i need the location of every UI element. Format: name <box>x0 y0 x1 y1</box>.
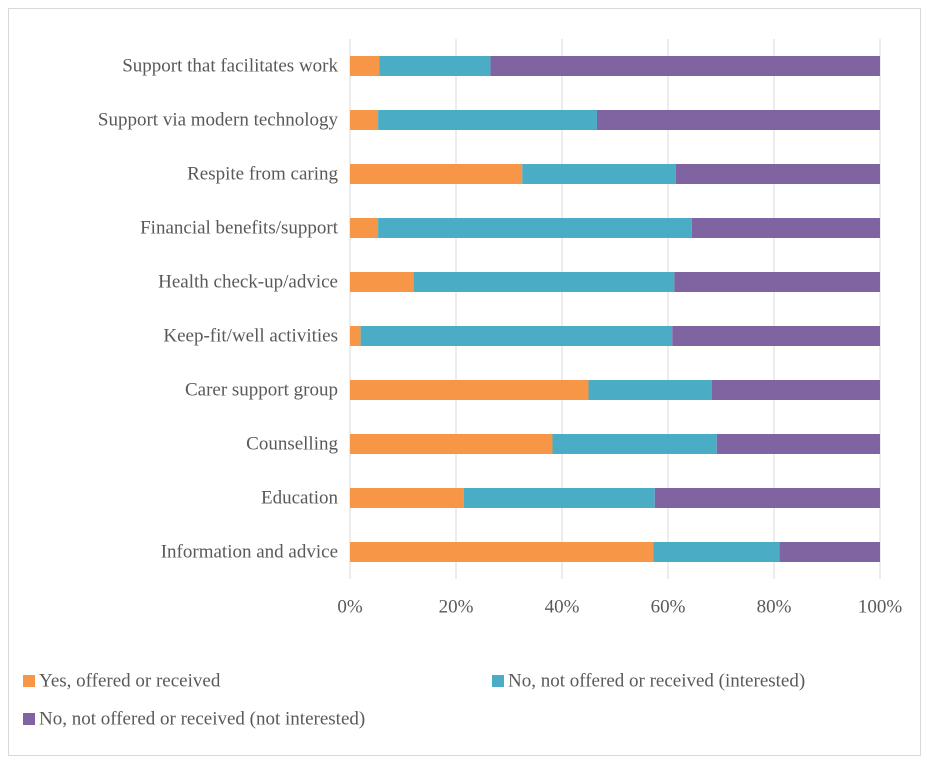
category-label-support-that-facilitates-work: Support that facilitates work <box>122 56 338 77</box>
bar-education-series-1 <box>350 488 464 508</box>
bar-financial-benefits-support-series-3 <box>691 218 880 238</box>
legend-swatch-1 <box>23 675 35 687</box>
bar-carer-support-group-series-1 <box>350 380 589 400</box>
bar-education-series-2 <box>463 488 655 508</box>
category-label-counselling: Counselling <box>246 434 338 455</box>
category-labels: Support that facilitates work Support via… <box>98 56 339 563</box>
chart-frame: Support that facilitates work Support via… <box>8 8 921 756</box>
bars <box>350 56 880 562</box>
category-label-health-check-up-advice: Health check-up/advice <box>158 272 338 293</box>
category-label-support-via-modern-technology: Support via modern technology <box>98 110 339 131</box>
bar-respite-from-caring-series-3 <box>675 164 880 184</box>
x-tick-label-1: 20% <box>439 597 474 618</box>
bar-financial-benefits-support-series-1 <box>350 218 379 238</box>
legend-label-2: No, not offered or received (interested) <box>508 671 805 692</box>
category-label-information-and-advice: Information and advice <box>161 542 338 563</box>
bar-counselling-series-3 <box>716 434 880 454</box>
x-tick-label-3: 60% <box>651 597 686 618</box>
bar-health-check-up-advice-series-2 <box>413 272 675 292</box>
bar-support-that-facilitates-work-series-1 <box>350 56 380 76</box>
legend-swatch-2 <box>492 675 504 687</box>
bar-keep-fit-well-activities-series-3 <box>672 326 880 346</box>
bar-counselling-series-1 <box>350 434 553 454</box>
legend-label-3: No, not offered or received (not interes… <box>39 709 365 730</box>
bar-support-that-facilitates-work-series-2 <box>379 56 491 76</box>
stacked-bar-chart: Support that facilitates work Support via… <box>23 39 902 730</box>
bar-respite-from-caring-series-2 <box>522 164 676 184</box>
bar-carer-support-group-series-2 <box>588 380 712 400</box>
x-tick-label-2: 40% <box>545 597 580 618</box>
x-tick-label-4: 80% <box>757 597 792 618</box>
bar-health-check-up-advice-series-3 <box>674 272 880 292</box>
bar-education-series-3 <box>654 488 880 508</box>
bar-support-via-modern-technology-series-2 <box>378 110 597 130</box>
x-axis-tick-labels: 0% 20% 40% 60% 80% 100% <box>337 597 902 618</box>
category-label-financial-benefits-support: Financial benefits/support <box>140 218 339 239</box>
bar-support-via-modern-technology-series-1 <box>350 110 379 130</box>
bar-information-and-advice-series-2 <box>653 542 780 562</box>
bar-health-check-up-advice-series-1 <box>350 272 414 292</box>
bar-financial-benefits-support-series-2 <box>378 218 692 238</box>
bar-information-and-advice-series-1 <box>350 542 654 562</box>
category-label-carer-support-group: Carer support group <box>185 380 338 401</box>
x-tick-label-0: 0% <box>337 597 363 618</box>
bar-counselling-series-2 <box>552 434 717 454</box>
category-label-education: Education <box>261 488 339 509</box>
bar-respite-from-caring-series-1 <box>350 164 523 184</box>
x-tick-label-5: 100% <box>858 597 903 618</box>
category-label-respite-from-caring: Respite from caring <box>187 164 338 185</box>
bar-carer-support-group-series-3 <box>711 380 880 400</box>
legend-label-1: Yes, offered or received <box>39 671 221 692</box>
category-label-keep-fit-well-activities: Keep-fit/well activities <box>163 326 338 347</box>
bar-keep-fit-well-activities-series-1 <box>350 326 361 346</box>
bar-information-and-advice-series-3 <box>779 542 880 562</box>
bar-support-that-facilitates-work-series-3 <box>490 56 880 76</box>
legend: Yes, offered or received No, not offered … <box>23 671 805 730</box>
bar-keep-fit-well-activities-series-2 <box>360 326 673 346</box>
bar-support-via-modern-technology-series-3 <box>596 110 880 130</box>
legend-swatch-3 <box>23 713 35 725</box>
